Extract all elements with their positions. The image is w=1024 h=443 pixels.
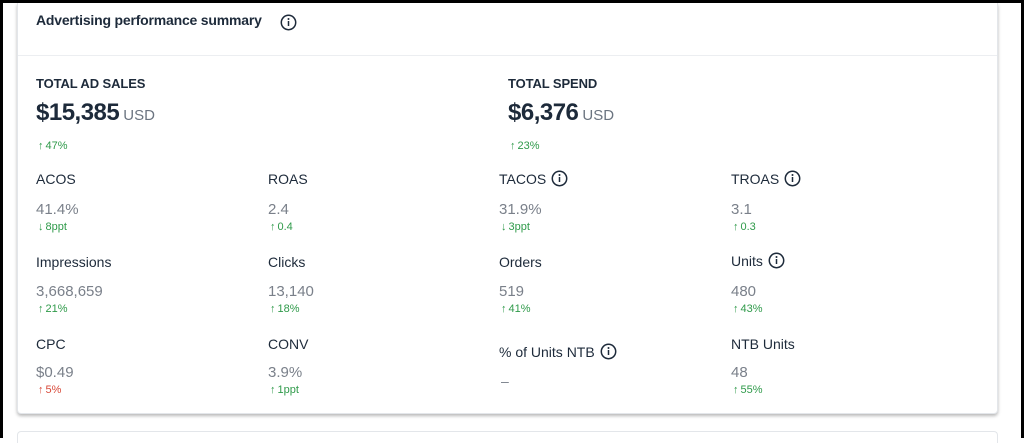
- card-title: Advertising performance summary: [36, 12, 262, 28]
- metric-ntb-units-label: NTB Units: [731, 336, 795, 352]
- delta-text: 5%: [45, 384, 62, 396]
- metric-conv-value: 3.9%: [268, 364, 303, 381]
- delta-text: 43%: [740, 303, 763, 315]
- metric-impressions-label: Impressions: [36, 254, 112, 270]
- total-spend-amount: $6,376: [508, 99, 579, 126]
- metric-units-label: Units: [731, 252, 785, 269]
- metric-ntb-units-delta: ↑ 55%: [733, 384, 763, 396]
- next-card-edge: [17, 431, 998, 443]
- total-spend-delta: ↑ 23%: [510, 140, 540, 152]
- metric-cpc-value: $0.49: [36, 364, 74, 381]
- metric-roas-value: 2.4: [268, 201, 289, 218]
- total-ad-sales-value: $15,385 USD: [36, 99, 155, 127]
- metric-troas-label-text: TROAS: [731, 171, 780, 187]
- metric-units-value: 480: [731, 283, 757, 300]
- delta-text: 8ppt: [45, 221, 67, 233]
- metric-impressions-value: 3,668,659: [36, 283, 103, 300]
- arrow-down-icon: ↓: [38, 221, 44, 233]
- metric-acos-delta: ↓ 8ppt: [38, 221, 67, 233]
- metric-clicks-delta: ↑ 18%: [270, 303, 300, 315]
- arrow-up-icon: ↑: [733, 303, 739, 315]
- metric-tacos-label-text: TACOS: [499, 171, 547, 187]
- card-header: Advertising performance summary: [18, 3, 997, 56]
- arrow-down-icon: ↓: [501, 221, 507, 233]
- metric-orders-label: Orders: [499, 254, 542, 270]
- total-spend-unit: USD: [582, 107, 615, 124]
- delta-text: 41%: [508, 303, 531, 315]
- delta-text: 1ppt: [277, 384, 299, 396]
- arrow-up-icon: ↑: [38, 140, 44, 152]
- delta-text: 3ppt: [508, 221, 530, 233]
- arrow-up-icon: ↑: [38, 303, 44, 315]
- total-ad-sales-amount: $15,385: [36, 99, 120, 126]
- info-icon[interactable]: [768, 252, 785, 269]
- metric-troas-label: TROAS: [731, 170, 801, 187]
- info-icon[interactable]: [784, 170, 801, 187]
- total-ad-sales-unit: USD: [123, 107, 155, 124]
- metric-impressions-delta: ↑ 21%: [38, 303, 68, 315]
- metric-tacos-delta: ↓ 3ppt: [501, 221, 530, 233]
- metric-pct-units-ntb-label: % of Units NTB: [499, 343, 617, 360]
- metric-ntb-units-value: 48: [731, 364, 748, 381]
- advertising-summary-card: Advertising performance summary TOTAL AD…: [17, 3, 998, 414]
- delta-text: 18%: [277, 303, 300, 315]
- metric-tacos-value: 31.9%: [499, 201, 542, 218]
- metric-units-delta: ↑ 43%: [733, 303, 763, 315]
- total-spend-label: TOTAL SPEND: [508, 76, 598, 91]
- metric-cpc-label: CPC: [36, 336, 66, 352]
- metric-pct-units-ntb-label-text: % of Units NTB: [499, 344, 595, 360]
- total-spend-value: $6,376 USD: [508, 99, 614, 127]
- delta-text: 0.4: [277, 221, 293, 233]
- metric-tacos-label: TACOS: [499, 170, 568, 187]
- arrow-up-icon: ↑: [501, 303, 507, 315]
- metric-clicks-value: 13,140: [268, 283, 314, 300]
- total-ad-sales-label: TOTAL AD SALES: [36, 76, 146, 91]
- metric-clicks-label: Clicks: [268, 254, 306, 270]
- metric-cpc-delta: ↑ 5%: [38, 384, 61, 396]
- arrow-up-icon: ↑: [270, 221, 276, 233]
- metric-units-label-text: Units: [731, 253, 763, 269]
- metric-acos-label: ACOS: [36, 171, 76, 187]
- metric-pct-units-ntb-value: –: [501, 373, 509, 389]
- metric-orders-value: 519: [499, 283, 525, 300]
- arrow-up-icon: ↑: [270, 384, 276, 396]
- delta-text: 21%: [45, 303, 68, 315]
- arrow-up-icon: ↑: [38, 384, 44, 396]
- metric-troas-value: 3.1: [731, 201, 752, 218]
- metric-roas-label: ROAS: [268, 171, 308, 187]
- info-icon[interactable]: [280, 14, 297, 31]
- metric-roas-delta: ↑ 0.4: [270, 221, 293, 233]
- metric-conv-delta: ↑ 1ppt: [270, 384, 299, 396]
- arrow-up-icon: ↑: [270, 303, 276, 315]
- delta-text: 23%: [517, 140, 540, 152]
- delta-text: 55%: [740, 384, 763, 396]
- metric-orders-delta: ↑ 41%: [501, 303, 531, 315]
- metric-acos-value: 41.4%: [36, 201, 79, 218]
- arrow-up-icon: ↑: [733, 384, 739, 396]
- arrow-up-icon: ↑: [510, 140, 516, 152]
- total-ad-sales-delta: ↑ 47%: [38, 140, 68, 152]
- delta-text: 0.3: [740, 221, 756, 233]
- metric-conv-label: CONV: [268, 336, 309, 352]
- info-icon[interactable]: [600, 343, 617, 360]
- metric-troas-delta: ↑ 0.3: [733, 221, 756, 233]
- arrow-up-icon: ↑: [733, 221, 739, 233]
- info-icon[interactable]: [551, 170, 568, 187]
- delta-text: 47%: [45, 140, 68, 152]
